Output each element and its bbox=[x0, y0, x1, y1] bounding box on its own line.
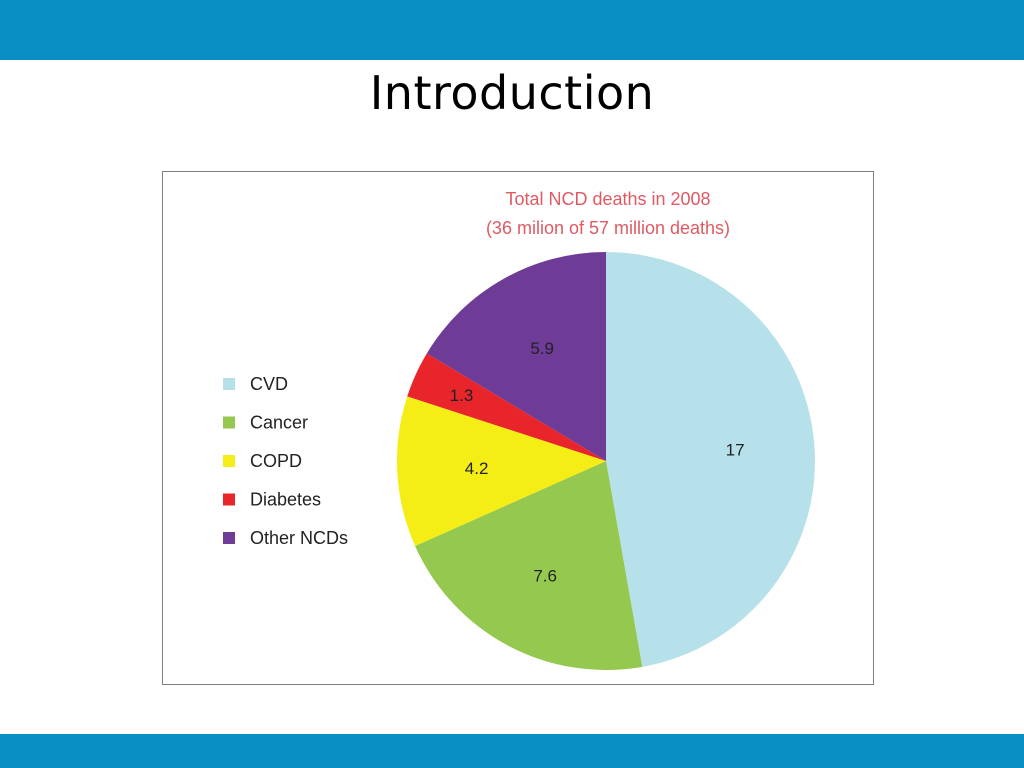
pie-slice-cancer bbox=[415, 461, 643, 670]
legend-label: COPD bbox=[250, 451, 302, 471]
bottom-accent-bar bbox=[0, 734, 1024, 768]
slice-value-label: 7.6 bbox=[533, 566, 557, 585]
pie-slice-copd bbox=[397, 396, 606, 547]
legend-swatch bbox=[223, 493, 235, 506]
pie-chart: Total NCD deaths in 2008 (36 milion of 5… bbox=[223, 189, 815, 670]
chart-frame: Total NCD deaths in 2008 (36 milion of 5… bbox=[162, 171, 874, 685]
slice-value-label: 17 bbox=[726, 441, 745, 460]
slice-value-label: 4.2 bbox=[465, 459, 489, 478]
pie-slice-cvd bbox=[606, 252, 815, 667]
legend-label: Other NCDs bbox=[250, 528, 348, 548]
legend-swatch bbox=[223, 378, 235, 390]
slice-value-label: 1.3 bbox=[450, 386, 474, 405]
pie-slice-other-ncds bbox=[426, 252, 606, 461]
top-accent-bar bbox=[0, 0, 1024, 60]
legend-swatch bbox=[223, 455, 235, 467]
slice-value-label: 5.9 bbox=[530, 339, 554, 358]
chart-title: Total NCD deaths in 2008 bbox=[505, 189, 710, 209]
pie-slice-diabetes bbox=[407, 353, 606, 461]
slide-title: Introduction bbox=[369, 66, 655, 120]
legend-swatch bbox=[223, 532, 235, 544]
legend-label: Cancer bbox=[250, 413, 308, 433]
legend-swatch bbox=[223, 416, 235, 429]
chart-subtitle: (36 milion of 57 million deaths) bbox=[486, 218, 730, 238]
legend-label: CVD bbox=[250, 374, 288, 394]
legend-label: Diabetes bbox=[250, 490, 321, 510]
